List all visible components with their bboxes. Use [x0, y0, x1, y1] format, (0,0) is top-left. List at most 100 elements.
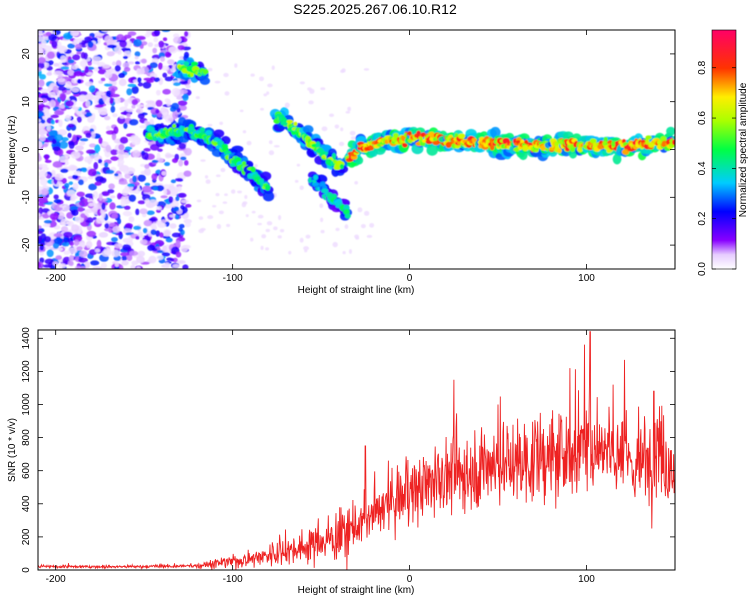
spectrogram-blob: [39, 243, 45, 251]
spectrogram-blob: [251, 210, 256, 214]
spectrogram-blob: [81, 168, 88, 173]
spectrogram-blob: [111, 213, 118, 219]
spectrogram-blob: [109, 202, 116, 210]
spectrogram-blob: [173, 36, 182, 44]
spectrogram-blob: [54, 134, 64, 142]
spectrogram-blob: [645, 135, 652, 140]
spectrogram-blob: [156, 208, 162, 213]
spectrogram-blob: [58, 140, 68, 149]
spectrogram-blob: [426, 144, 438, 156]
spectrogram-blob: [114, 261, 120, 268]
spectrogram-blob: [315, 141, 321, 148]
spectrogram-blob: [250, 166, 256, 173]
spectrogram-blob: [344, 213, 351, 219]
spectrogram-blob: [78, 179, 84, 186]
spectrogram-blob: [117, 158, 125, 166]
spectrogram-blob: [162, 88, 171, 95]
spectrogram-blob: [38, 112, 44, 117]
spectrogram-blob: [105, 125, 111, 131]
spectrogram-blob: [177, 185, 182, 192]
spectrogram-blob: [180, 204, 185, 210]
spectrogram-blob: [114, 173, 119, 177]
spectrogram-blob: [164, 230, 171, 237]
x-tick-label: 100: [578, 273, 595, 284]
spectrogram-blob: [94, 181, 102, 186]
spectrogram-blob: [120, 252, 130, 257]
spectrogram-blob: [338, 141, 345, 147]
spectrogram-blob: [126, 254, 133, 262]
spectrogram-blob: [93, 67, 99, 72]
spectrogram-blob: [224, 193, 228, 197]
spectrogram-blob: [215, 174, 221, 178]
spectrogram-blob: [173, 82, 181, 86]
spectrogram-blob: [85, 240, 93, 249]
spectrogram-blob: [131, 99, 139, 106]
spectrogram-blob: [46, 124, 51, 132]
spectrogram-blob: [79, 250, 88, 258]
spectrogram-blob: [178, 223, 185, 229]
spectrogram-blob: [161, 30, 171, 33]
spectrogram-blob: [268, 140, 273, 145]
spectrogram-blob: [81, 111, 87, 115]
spectrogram-blob: [313, 174, 319, 181]
spectrogram-blob: [76, 246, 83, 251]
spectrogram-blob: [132, 175, 137, 183]
y-tick-label: 800: [21, 429, 32, 446]
spectrogram-blob: [96, 239, 102, 248]
spectrogram-blob: [114, 65, 121, 72]
spectrogram-blob: [349, 130, 356, 136]
spectrogram-blob: [121, 255, 128, 261]
spectrogram-blob: [139, 208, 148, 215]
spectrogram-blob: [97, 91, 106, 96]
spectrogram-blob: [215, 192, 220, 197]
spectrogram-blob: [214, 80, 221, 84]
spectrogram-blob: [104, 150, 111, 158]
spectrogram-blob: [98, 193, 103, 201]
spectrogram-blob: [217, 140, 224, 146]
spectrogram-blob: [71, 224, 80, 232]
spectrogram-blob: [111, 249, 120, 258]
spectrogram-blob: [303, 246, 310, 251]
spectrogram-blob: [66, 189, 76, 197]
spectrogram-blob: [101, 191, 110, 197]
spectrogram-blob: [104, 115, 111, 121]
spectrogram-blob: [218, 210, 224, 215]
spectrogram-blob: [180, 156, 187, 161]
spectrogram-blob: [266, 91, 270, 95]
spectrogram-blob: [231, 145, 244, 153]
spectrogram-blob: [137, 174, 146, 182]
spectrogram-blob: [205, 179, 211, 184]
spectrogram-blob: [38, 57, 46, 64]
spectrogram-blob: [131, 104, 136, 109]
spectrogram-blob: [164, 76, 174, 82]
spectrogram-blob: [263, 93, 268, 97]
spectrogram-blob: [120, 47, 131, 51]
spectrogram-blob: [216, 223, 222, 230]
y-tick-label: 1200: [21, 360, 32, 383]
spectrogram-blob: [342, 250, 346, 255]
spectrogram-blob: [134, 51, 141, 57]
spectrogram-blob: [62, 177, 67, 183]
spectrogram-blob: [407, 131, 412, 136]
spectrogram-blob: [153, 30, 161, 37]
spectrogram-blob: [339, 163, 344, 170]
spectrogram-blob: [79, 138, 89, 142]
spectrogram-blob: [78, 200, 89, 207]
spectrogram-blob: [350, 136, 356, 140]
spectrogram-blob: [163, 187, 168, 196]
spectrogram-blob: [250, 237, 254, 242]
spectrogram-blob: [99, 177, 107, 184]
spectrogram-blob: [204, 175, 209, 179]
spectrogram-blob: [115, 60, 122, 67]
spectrogram-blob: [79, 266, 87, 269]
spectrogram-blob: [128, 119, 139, 126]
spectrogram-blob: [299, 237, 304, 243]
spectrogram-blob: [152, 47, 158, 54]
spectrogram-blob: [127, 83, 137, 88]
spectrogram-blob: [59, 104, 66, 109]
spectrogram-blob: [137, 250, 146, 257]
spectrogram-blob: [162, 37, 168, 42]
spectrogram-blob: [110, 87, 116, 96]
spectrogram-blob: [162, 112, 168, 116]
